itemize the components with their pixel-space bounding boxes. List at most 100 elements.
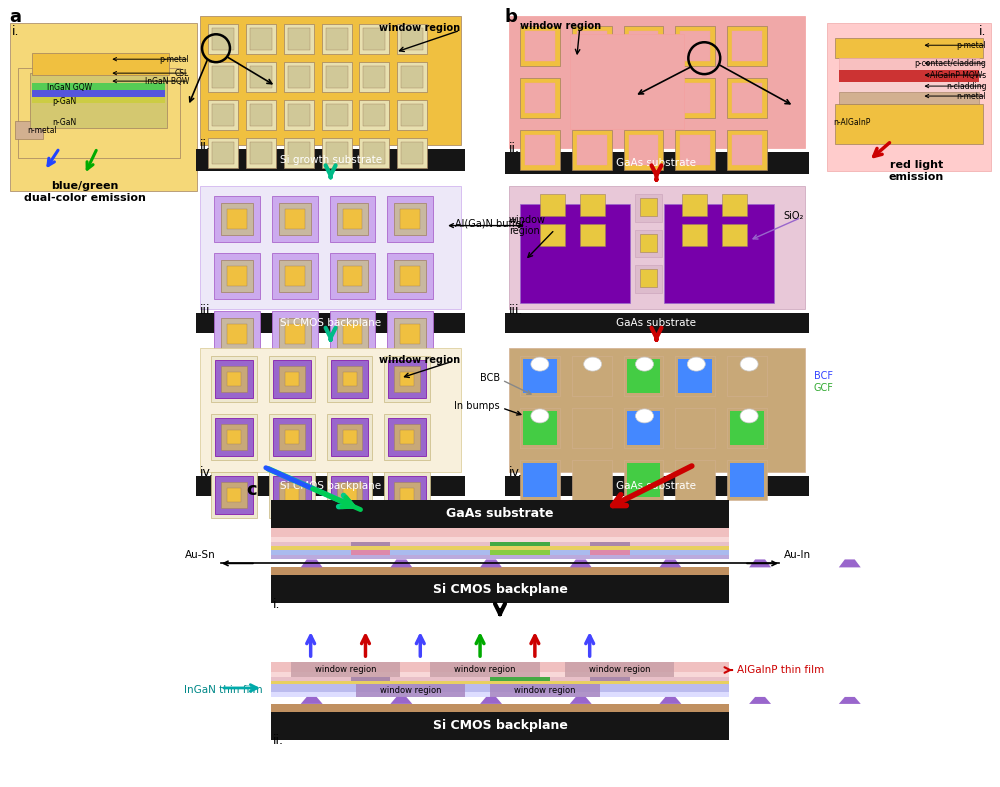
Bar [839, 82, 979, 92]
Bar [208, 62, 238, 92]
Bar [520, 130, 560, 170]
Bar [629, 135, 658, 164]
Bar [722, 224, 747, 246]
Bar [271, 538, 729, 542]
Text: window region: window region [514, 686, 576, 696]
Bar [227, 372, 241, 386]
Bar [215, 360, 253, 398]
Bar [250, 28, 272, 50]
Bar [397, 100, 427, 130]
Bar [580, 194, 605, 216]
Bar [525, 135, 555, 164]
Polygon shape [480, 560, 502, 567]
Bar [520, 460, 560, 500]
Text: a: a [10, 9, 22, 26]
Bar [680, 31, 710, 61]
Bar [246, 62, 276, 92]
Bar [211, 414, 257, 460]
Bar [401, 28, 423, 50]
Text: Si growth substrate: Si growth substrate [280, 155, 382, 164]
Bar [337, 424, 362, 450]
Bar [505, 152, 809, 174]
Text: window region: window region [379, 355, 460, 365]
Text: GaAs substrate: GaAs substrate [616, 481, 696, 490]
Bar [590, 542, 630, 546]
Bar [32, 83, 165, 90]
Bar [269, 357, 315, 402]
Bar [331, 475, 368, 514]
Bar [284, 24, 314, 54]
Bar [490, 550, 550, 556]
Bar [394, 424, 420, 450]
Bar [331, 360, 368, 398]
Bar [322, 62, 352, 92]
Bar [577, 31, 607, 61]
Bar [327, 357, 372, 402]
Bar [394, 366, 420, 392]
Bar [732, 135, 762, 164]
Bar [520, 357, 560, 396]
Bar [30, 73, 167, 128]
Bar [227, 430, 241, 444]
Text: window region: window region [520, 21, 601, 31]
Bar [520, 26, 560, 66]
Bar [635, 230, 662, 257]
Polygon shape [390, 560, 412, 567]
Bar [572, 26, 612, 66]
Bar [32, 90, 165, 97]
Bar [227, 488, 241, 501]
Bar [384, 471, 430, 518]
Bar [730, 463, 764, 497]
Bar [211, 471, 257, 518]
Text: Au-In: Au-In [784, 550, 811, 560]
Bar [640, 234, 657, 252]
Bar [682, 224, 707, 246]
Bar [359, 100, 389, 130]
Polygon shape [839, 560, 861, 567]
Bar [271, 662, 729, 672]
Bar [359, 62, 389, 92]
Bar [675, 357, 715, 396]
Bar [400, 488, 414, 501]
Bar [727, 78, 767, 118]
Text: GaAs substrate: GaAs substrate [446, 507, 554, 520]
Bar [271, 542, 729, 546]
Polygon shape [570, 697, 592, 704]
Bar [835, 39, 983, 58]
Bar [288, 28, 310, 50]
Text: AlGaInP MQWs: AlGaInP MQWs [930, 71, 986, 79]
Bar [675, 78, 715, 118]
Bar [572, 408, 612, 448]
Bar [640, 198, 657, 216]
Polygon shape [659, 560, 681, 567]
Bar [680, 135, 710, 164]
Bar [221, 482, 247, 508]
Bar [327, 471, 372, 518]
Bar [337, 260, 368, 292]
Bar [624, 26, 663, 66]
Bar [221, 318, 253, 350]
Bar [351, 542, 390, 546]
Bar [394, 318, 426, 350]
Bar [523, 411, 557, 445]
Bar [722, 194, 747, 216]
Bar [565, 662, 674, 677]
Bar [273, 418, 311, 456]
Bar [214, 312, 260, 357]
Bar [279, 366, 305, 392]
Text: n-GaN: n-GaN [52, 119, 77, 127]
Bar [272, 312, 318, 357]
Text: SiO₂: SiO₂ [784, 211, 804, 220]
Bar [401, 142, 423, 164]
Bar [288, 142, 310, 164]
Bar [246, 24, 276, 54]
Bar [570, 35, 684, 129]
Bar [279, 424, 305, 450]
Ellipse shape [636, 357, 653, 371]
Bar [675, 26, 715, 66]
Bar [285, 488, 299, 501]
Bar [727, 26, 767, 66]
Text: c: c [246, 481, 257, 499]
Bar [211, 357, 257, 402]
Bar [214, 196, 260, 242]
